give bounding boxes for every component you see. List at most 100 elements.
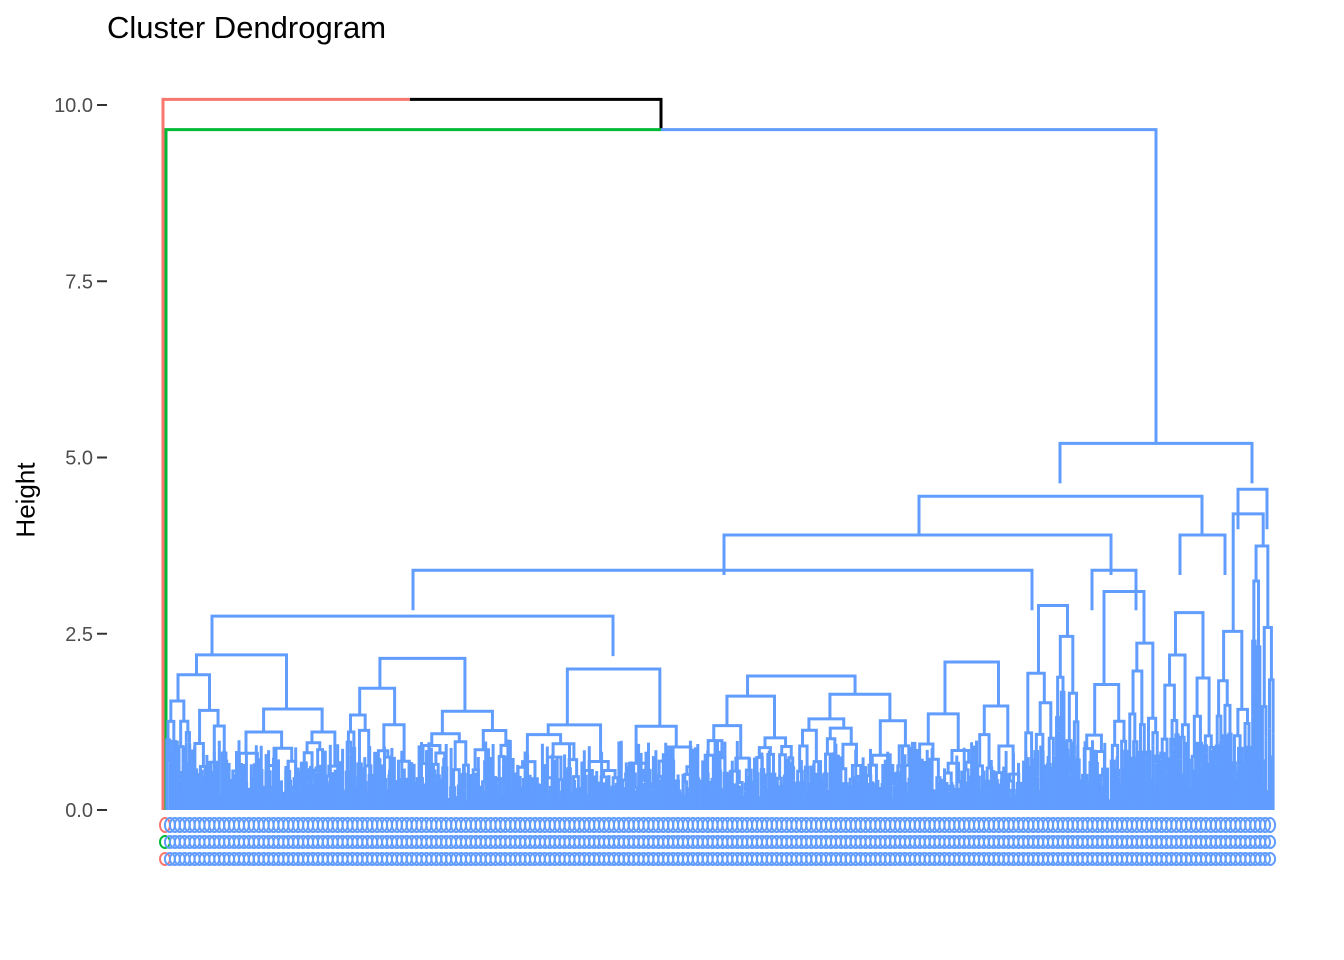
subtree-merge — [1038, 701, 1053, 739]
cluster-3-merge — [411, 568, 1034, 611]
subtree-merge — [358, 686, 397, 725]
subtree-merge — [1113, 719, 1126, 746]
subtree-merge — [825, 737, 837, 755]
subtree-merge — [1109, 759, 1116, 780]
subtree-merge — [1132, 740, 1139, 759]
subtree-merge — [212, 724, 226, 763]
chart-title: Cluster Dendrogram — [107, 10, 387, 45]
subtree-merge — [1138, 723, 1146, 761]
subtree-merge — [1223, 703, 1232, 736]
leaf-label-glyph — [1264, 852, 1277, 866]
cluster-3-branch — [661, 128, 1158, 444]
subtree-merge — [1246, 745, 1252, 774]
subtree-merge — [346, 730, 356, 749]
subtree-merge — [1174, 733, 1180, 750]
subtree-merge — [1163, 683, 1176, 740]
subtree-merge — [828, 726, 853, 745]
subtree-merge — [546, 723, 603, 762]
subtree-merge — [1256, 645, 1262, 695]
root-merge-branch — [410, 97, 663, 130]
subtree-merge — [1254, 544, 1270, 628]
subtree-merge — [1243, 721, 1251, 751]
subtree-merge — [184, 731, 192, 743]
subtree-merge — [572, 775, 580, 790]
subtree-merge — [1034, 732, 1045, 767]
subtree-merge — [177, 745, 185, 773]
subtree-merge — [551, 742, 576, 760]
subtree-merge — [1072, 720, 1080, 761]
y-tick-label: 7.5 — [65, 271, 93, 293]
subtree-merge — [169, 699, 186, 722]
subtree-merge — [1147, 716, 1158, 753]
subtree-merge — [302, 751, 314, 771]
subtree-merge — [1085, 733, 1103, 752]
subtree-merge — [1059, 690, 1066, 735]
subtree-merge — [1202, 744, 1208, 754]
subtree-merge — [166, 719, 176, 742]
subtree-merge — [1232, 734, 1242, 764]
subtree-merge — [1056, 675, 1065, 718]
cluster-3-merge — [1178, 533, 1227, 576]
subtree-merge — [1252, 579, 1260, 647]
leaf-label-glyph — [1259, 852, 1272, 866]
subtree-merge — [244, 730, 284, 754]
subtree-merge — [431, 762, 440, 776]
subtree-merge — [316, 748, 325, 773]
y-tick-label: 10.0 — [54, 95, 93, 117]
leaf-label-glyph — [1259, 835, 1272, 849]
subtree-merge — [746, 674, 857, 697]
subtree-merge — [1169, 737, 1175, 755]
subtree-merge — [1217, 679, 1229, 717]
leaf-label-glyph — [1264, 817, 1277, 833]
subtree-merge — [440, 709, 494, 734]
leaf-label-glyph — [1259, 817, 1272, 833]
subtree-merge — [943, 660, 1000, 714]
subtree-merge — [1214, 744, 1220, 764]
subtree-merge — [1195, 676, 1211, 736]
subtree-merge — [1180, 723, 1190, 761]
subtree-merge — [1026, 671, 1046, 733]
subtree-merge — [867, 763, 878, 786]
subtree-merge — [1231, 761, 1237, 778]
subtree-merge — [807, 717, 846, 731]
subtree-merge — [1102, 589, 1146, 685]
subtree-merge — [565, 667, 662, 727]
subtree-merge — [198, 708, 220, 744]
subtree-merge — [195, 653, 289, 709]
subtree-merge — [1231, 512, 1265, 632]
subtree-merge — [1130, 756, 1136, 778]
subtree-merge — [179, 719, 190, 747]
subtree-merge — [712, 724, 743, 759]
y-tick-label: 5.0 — [65, 448, 93, 470]
subtree-merge — [378, 656, 467, 712]
y-tick-label: 2.5 — [65, 624, 93, 646]
subtree-merge — [272, 746, 294, 766]
subtree-merge — [1036, 604, 1069, 674]
subtree-merge — [1222, 629, 1244, 710]
subtree-merge — [1221, 734, 1228, 769]
subtree-merge — [1033, 750, 1040, 777]
cluster-2-branch — [164, 128, 661, 810]
subtree-merge — [1055, 716, 1061, 731]
subtree-merge — [198, 765, 207, 782]
subtree-merge — [763, 736, 788, 748]
subtree-merge — [1251, 639, 1257, 717]
cluster-1-branch — [161, 97, 410, 810]
subtree-merge — [780, 744, 793, 758]
cluster-3-merge — [1236, 487, 1269, 530]
subtree-merge — [950, 749, 971, 764]
subtree-merge — [1260, 705, 1268, 738]
subtree-merge — [1168, 653, 1187, 725]
subtree-merge — [305, 741, 322, 753]
subtree-merge — [1024, 731, 1034, 768]
subtree-merge — [926, 712, 960, 751]
dendrogram-tree — [161, 97, 1275, 810]
subtree-merge — [1128, 712, 1137, 750]
subtree-merge — [706, 739, 724, 758]
subtree-merge — [725, 694, 777, 738]
subtree-merge — [822, 772, 829, 791]
subtree-merge — [1131, 669, 1144, 725]
cluster-3-merge — [1058, 441, 1254, 484]
subtree-merge — [435, 774, 441, 790]
